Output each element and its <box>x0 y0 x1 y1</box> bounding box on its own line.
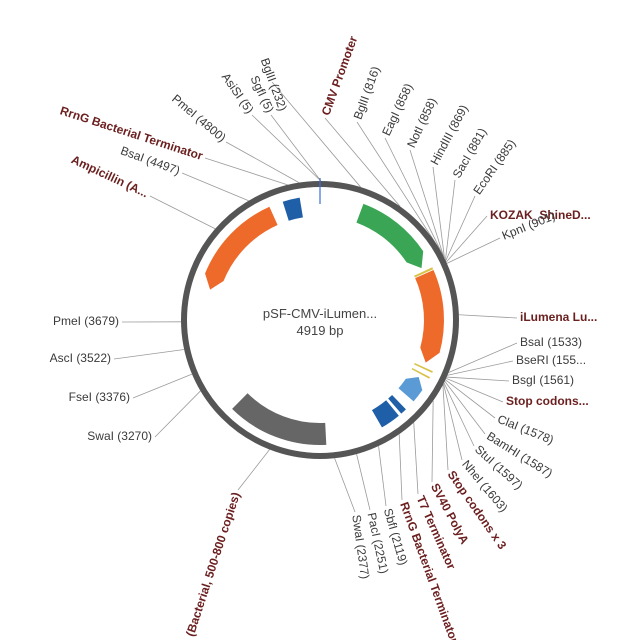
feature-stop-codons-3 <box>414 362 433 373</box>
site-label-bglii-816-2[interactable]: BglII (816) <box>351 64 383 121</box>
leader-bsai-1533-11 <box>448 342 518 373</box>
feature-arcs <box>205 197 444 445</box>
leader-bglii-816-2 <box>356 121 441 251</box>
leader-noti-858-4 <box>409 149 445 257</box>
leader-cmv-promoter-1 <box>324 117 401 207</box>
leader-sv40-polya-20 <box>431 400 434 483</box>
leader-swai-3270-27 <box>154 390 201 438</box>
site-label-asci-3522-29[interactable]: AscI (3522) <box>50 351 111 365</box>
leader-bsai-4497-32 <box>181 172 249 202</box>
site-label-pmei-4800-34[interactable]: PmeI (4800) <box>169 92 229 145</box>
feature-pmb1-bacterial-500-800-copies-8 <box>232 393 327 445</box>
feature-t7-terminator-6 <box>388 394 406 414</box>
feature-rrng-bacterial-terminator-10 <box>282 197 303 221</box>
leader-rrng-bacterial-terminator-33 <box>204 157 288 186</box>
feature-label-ilumena-lu-10[interactable]: iLumena Lu... <box>520 310 597 324</box>
feature-rrng-bacterial-terminator-7 <box>371 400 399 428</box>
leader-bseri-155-12 <box>447 360 514 376</box>
feature-stop-codons-x-3-4 <box>411 367 431 379</box>
site-label-bseri-155-12[interactable]: BseRI (155... <box>516 353 586 367</box>
feature-label-kozak-shined-8[interactable]: KOZAK_ShineD... <box>490 208 591 222</box>
leader-eagi-858-3 <box>384 137 444 257</box>
leader-ecori-885-7 <box>445 195 476 261</box>
leader-kpni-901-9 <box>446 237 501 264</box>
site-label-bsgi-1561-13[interactable]: BsgI (1561) <box>512 373 574 387</box>
site-label-pmei-3679-30[interactable]: PmeI (3679) <box>53 314 119 328</box>
leader-stui-1597-17 <box>443 382 475 447</box>
leader-bsgi-1561-13 <box>446 376 510 382</box>
feature-cmv-promoter-0 <box>356 203 424 269</box>
leader-lines <box>113 81 518 513</box>
leader-pmb1-bacterial-500-800-copies-26 <box>237 449 270 491</box>
leader-pmei-4800-34 <box>225 141 300 183</box>
leader-bamhi-1587-16 <box>444 381 486 435</box>
leader-bglii-232-0 <box>271 81 361 188</box>
leader-swai-2377-25 <box>334 458 356 513</box>
leader-asci-3522-29 <box>113 349 185 360</box>
site-label-bsai-1533-11[interactable]: BsaI (1533) <box>520 335 582 349</box>
feature-kozak-shined-1 <box>414 267 434 278</box>
plasmid-length: 4919 bp <box>297 323 344 338</box>
leader-nhei-1603-18 <box>443 383 463 461</box>
feature-ampicillin-a-9 <box>205 206 278 290</box>
feature-label-pmb1-bacterial-500-800-copies-26[interactable]: pMB1 (Bacterial, 500-800 copies) <box>172 490 243 640</box>
leader-asisi-5-35 <box>251 114 322 182</box>
leader-t7-terminator-21 <box>413 422 419 495</box>
site-label-swai-3270-27[interactable]: SwaI (3270) <box>87 429 152 443</box>
leader-ilumena-lu-10 <box>458 314 518 319</box>
leader-fsei-3376-28 <box>132 373 193 399</box>
leader-sbfi-2119-23 <box>378 446 387 507</box>
leader-paci-2251-24 <box>356 454 371 511</box>
leader-stop-codons-x-3-19 <box>442 384 449 471</box>
leader-rrng-bacterial-terminator-22 <box>398 434 403 501</box>
leader-sgfi-5-36 <box>270 114 322 182</box>
site-label-noti-858-4[interactable]: NotI (858) <box>404 96 439 150</box>
feature-label-stop-codons-14[interactable]: Stop codons... <box>506 394 589 408</box>
leader-saci-881-6 <box>445 179 456 261</box>
leader-kozak-shined-8 <box>446 215 488 263</box>
leader-clai-1578-15 <box>445 379 496 419</box>
leader-ampicillin-a-31 <box>149 195 216 230</box>
feature-ilumena-lu-2 <box>415 270 444 363</box>
feature-sv40-polya-5 <box>398 377 423 402</box>
site-label-fsei-3376-28[interactable]: FseI (3376) <box>69 390 130 404</box>
leader-hindiii-869-5 <box>432 166 445 259</box>
leader-stop-codons-14 <box>445 377 504 403</box>
plasmid-name: pSF-CMV-iLumen... <box>263 306 377 321</box>
